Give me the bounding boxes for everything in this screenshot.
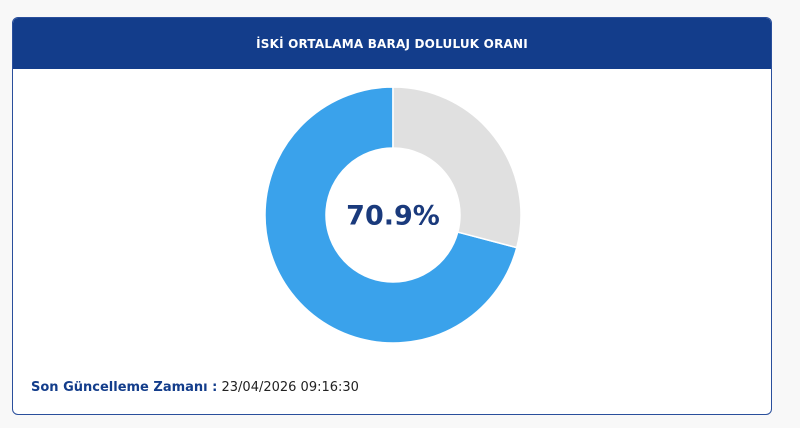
footer: Son Güncelleme Zamanı : 23/04/2026 09:16… (31, 380, 359, 395)
chart-title: İSKİ ORTALAMA BARAJ DOLULUK ORANI (256, 36, 528, 51)
center-value-label: 70.9% (346, 201, 440, 232)
card-header: İSKİ ORTALAMA BARAJ DOLULUK ORANI (13, 18, 771, 69)
card: İSKİ ORTALAMA BARAJ DOLULUK ORANI 70.9% … (12, 17, 772, 415)
update-time: 23/04/2026 09:16:30 (221, 380, 359, 395)
donut-segment (264, 86, 518, 344)
update-label: Son Güncelleme Zamanı : (31, 380, 218, 395)
chart: 70.9% (264, 86, 522, 344)
donut-segment (392, 86, 522, 249)
